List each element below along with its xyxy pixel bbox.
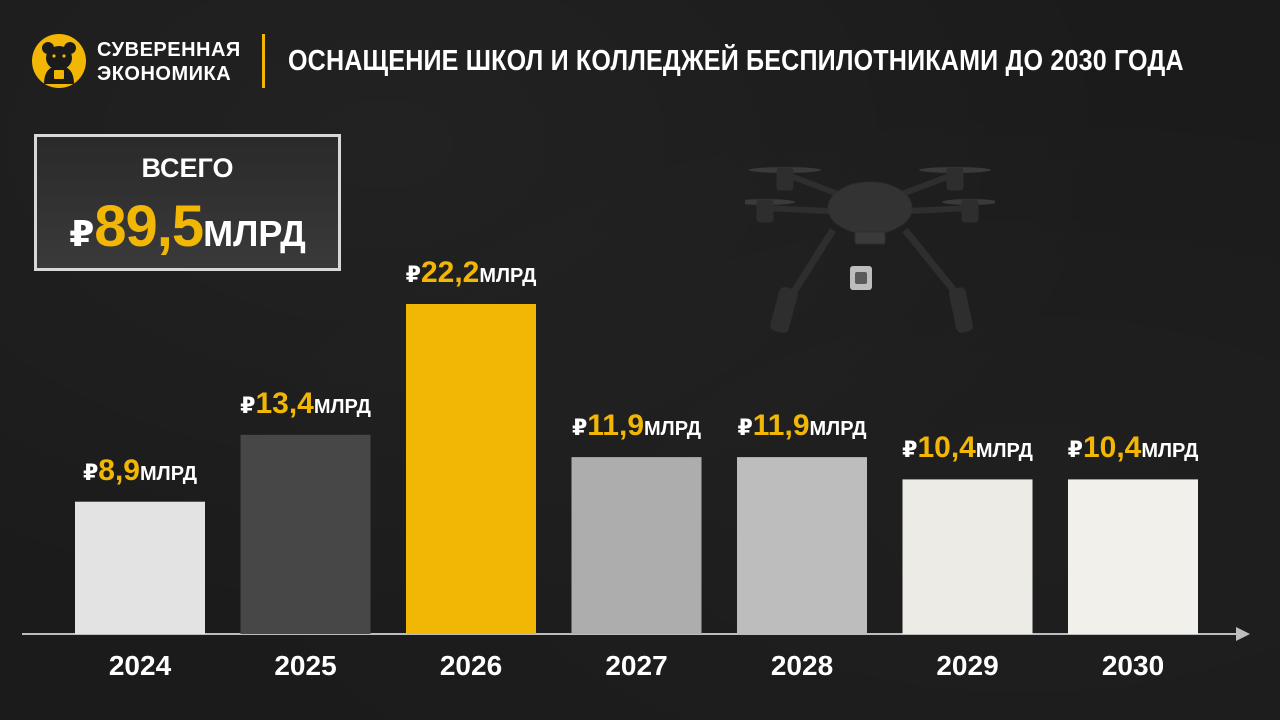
x-tick-label-2029: 2029 <box>936 650 999 681</box>
data-label-2029: ₽10,4МЛРД <box>902 431 1033 465</box>
data-label-currency: ₽ <box>240 392 256 418</box>
total-box: ВСЕГО ₽89,5МЛРД <box>34 134 341 271</box>
data-label-value: 22,2 <box>420 256 480 289</box>
drone-icon <box>745 167 995 333</box>
data-label-unit: МЛРД <box>479 265 537 287</box>
data-label-2025: ₽13,4МЛРД <box>240 387 371 421</box>
x-axis-arrow <box>1236 627 1250 641</box>
bar-2026 <box>406 304 536 634</box>
data-label-2024: ₽8,9МЛРД <box>83 454 197 488</box>
data-label-unit: МЛРД <box>644 418 702 441</box>
bar-2029 <box>902 479 1033 634</box>
x-tick-label-2028: 2028 <box>770 650 834 681</box>
data-label-value: 11,9 <box>587 409 645 443</box>
brand-name: СУВЕРЕННАЯ ЭКОНОМИКА <box>97 38 241 86</box>
data-label-currency: ₽ <box>82 459 99 485</box>
x-tick-label-2026: 2026 <box>439 650 503 681</box>
brand-line-1: СУВЕРЕННАЯ <box>97 39 241 61</box>
bar-2024 <box>75 501 205 634</box>
data-label-2030: ₽10,4МЛРД <box>1068 431 1199 465</box>
data-label-currency: ₽ <box>902 437 918 463</box>
data-label-unit: МЛРД <box>313 395 371 418</box>
total-currency: ₽ <box>69 213 95 254</box>
data-label-2027: ₽11,9МЛРД <box>572 409 701 443</box>
data-label-currency: ₽ <box>571 415 588 441</box>
data-label-unit: МЛРД <box>1141 440 1199 463</box>
data-label-currency: ₽ <box>405 262 421 287</box>
header-divider <box>262 34 265 88</box>
data-label-value: 10,4 <box>1082 431 1142 465</box>
brand-logo <box>32 34 86 88</box>
x-tick-label-2025: 2025 <box>274 650 337 681</box>
data-label-value: 10,4 <box>917 431 976 465</box>
data-label-unit: МЛРД <box>975 440 1033 463</box>
x-tick-label-2027: 2027 <box>605 650 668 681</box>
bar-2028 <box>737 457 867 634</box>
page-title: ОСНАЩЕНИЕ ШКОЛ И КОЛЛЕДЖЕЙ БЕСПИЛОТНИКАМ… <box>288 45 1184 77</box>
data-label-currency: ₽ <box>1067 437 1083 463</box>
bar-2025 <box>240 434 371 634</box>
data-label-unit: МЛРД <box>809 418 867 441</box>
total-number: 89,5 <box>94 194 204 259</box>
data-label-2028: ₽11,9МЛРД <box>737 409 866 443</box>
brand-line-2: ЭКОНОМИКА <box>97 63 232 85</box>
data-label-2026: ₽22,2МЛРД <box>406 256 537 290</box>
bar-2030 <box>1068 479 1198 634</box>
x-tick-label-2024: 2024 <box>108 650 172 681</box>
data-label-value: 13,4 <box>255 386 314 420</box>
data-label-currency: ₽ <box>737 415 753 441</box>
total-unit: МЛРД <box>203 213 306 254</box>
x-tick-label-2030: 2030 <box>1101 650 1165 681</box>
data-label-unit: МЛРД <box>140 462 198 485</box>
bar-2027 <box>571 457 702 634</box>
total-label: ВСЕГО <box>141 153 234 183</box>
bear-icon <box>42 42 76 84</box>
total-value: ₽89,5МЛРД <box>37 193 338 260</box>
data-label-value: 11,9 <box>752 409 810 443</box>
data-label-value: 8,9 <box>98 453 140 487</box>
